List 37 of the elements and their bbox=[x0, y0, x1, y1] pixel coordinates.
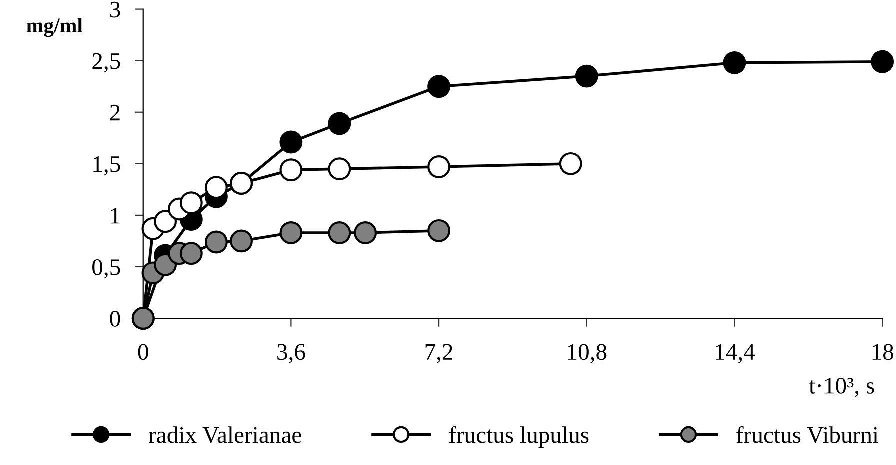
y-tick-label: 0 bbox=[110, 311, 120, 327]
point bbox=[575, 64, 598, 88]
point bbox=[328, 222, 352, 244]
point bbox=[871, 50, 894, 74]
point bbox=[280, 158, 303, 182]
point bbox=[428, 75, 450, 98]
legend-label: fructus Viburni bbox=[736, 426, 879, 444]
point bbox=[204, 230, 228, 254]
point bbox=[328, 158, 352, 181]
point bbox=[280, 222, 303, 244]
point bbox=[723, 51, 746, 74]
y-axis-title: mg/ml bbox=[26, 18, 83, 38]
x-tick-label: 10,8 bbox=[568, 344, 607, 364]
x-axis-title: t·10³, s bbox=[809, 378, 874, 398]
y-tick-label: 1,5 bbox=[94, 156, 120, 176]
y-tick-label: 2,5 bbox=[92, 53, 120, 73]
y-tick-label: 1 bbox=[111, 208, 120, 224]
x-tick-label: 3,6 bbox=[278, 344, 306, 364]
legend-label: fructus lupulus bbox=[449, 426, 589, 448]
x-tick-label: 0 bbox=[138, 344, 148, 360]
legend-label: radix Valerianae bbox=[149, 426, 302, 444]
point bbox=[354, 222, 377, 244]
x-tick-label: 18 bbox=[872, 344, 894, 360]
point bbox=[180, 242, 203, 266]
point bbox=[328, 112, 352, 136]
x-tick-label: 14,4 bbox=[716, 344, 756, 364]
x-tick-label: 7,2 bbox=[426, 344, 452, 364]
point bbox=[180, 192, 203, 215]
point bbox=[559, 152, 582, 176]
point bbox=[230, 230, 253, 253]
y-tick-label: 0,5 bbox=[92, 259, 120, 279]
point bbox=[280, 130, 303, 154]
y-tick-label: 2 bbox=[110, 104, 120, 121]
y-tick-label: 3 bbox=[110, 2, 120, 18]
point bbox=[154, 210, 177, 234]
point bbox=[428, 156, 450, 178]
point bbox=[428, 219, 450, 242]
